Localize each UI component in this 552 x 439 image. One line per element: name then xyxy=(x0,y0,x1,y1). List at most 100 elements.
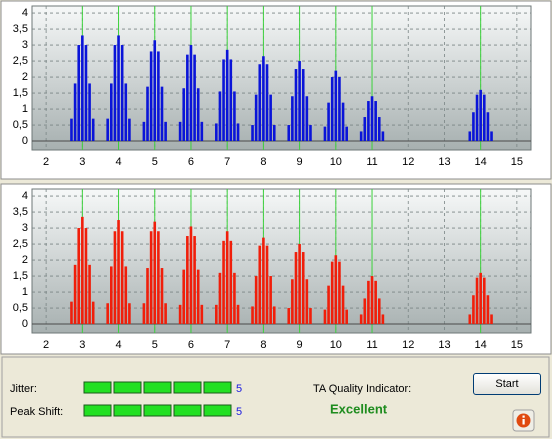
quality-value: Excellent xyxy=(330,401,388,416)
x-tick-label: 5 xyxy=(152,156,158,168)
bar xyxy=(482,94,486,142)
bar xyxy=(254,276,258,325)
start-button[interactable]: Start xyxy=(473,373,541,395)
bar xyxy=(475,94,479,142)
bar xyxy=(200,304,204,325)
bar xyxy=(117,220,120,325)
y-tick-label: 4 xyxy=(22,190,28,202)
bar xyxy=(468,131,472,142)
x-tick-label: 2 xyxy=(43,156,49,168)
bar xyxy=(338,261,341,325)
bar xyxy=(367,101,370,142)
meter-segment xyxy=(113,404,142,417)
bar xyxy=(106,303,109,325)
bar xyxy=(345,126,348,142)
bar xyxy=(189,226,193,325)
bar xyxy=(377,298,381,325)
bar xyxy=(323,126,327,142)
bar xyxy=(229,240,233,325)
bar xyxy=(77,228,81,325)
y-tick-label: 2 xyxy=(22,71,28,83)
bar xyxy=(298,244,301,325)
bar xyxy=(233,91,236,142)
bar xyxy=(182,88,186,142)
bar xyxy=(254,94,258,142)
bar xyxy=(272,306,276,325)
bar xyxy=(330,261,334,325)
x-tick-label: 15 xyxy=(511,339,523,351)
bar xyxy=(215,304,218,325)
x-tick-label: 9 xyxy=(297,339,303,351)
bar xyxy=(370,96,374,142)
bar xyxy=(490,131,493,142)
y-tick-label: 1,5 xyxy=(13,87,28,99)
meter-segment xyxy=(203,404,232,417)
bar xyxy=(472,112,475,142)
bar xyxy=(301,69,305,142)
bar xyxy=(479,89,482,142)
bar xyxy=(110,266,113,325)
x-tick-label: 2 xyxy=(43,339,49,351)
bar xyxy=(120,231,124,325)
bar xyxy=(305,96,309,142)
x-tick-label: 9 xyxy=(297,156,303,168)
meter-segment xyxy=(143,404,172,417)
bar xyxy=(142,121,146,142)
bar xyxy=(186,54,189,142)
quality-label: TA Quality Indicator: xyxy=(313,383,411,395)
bar xyxy=(327,102,330,142)
y-tick-label: 1,5 xyxy=(13,270,28,282)
bar xyxy=(229,59,233,142)
bar xyxy=(178,304,182,325)
bar xyxy=(81,35,84,142)
bar xyxy=(301,252,305,325)
bar xyxy=(193,54,196,142)
x-tick-label: 14 xyxy=(475,339,487,351)
bar xyxy=(84,228,88,325)
bar xyxy=(265,64,269,142)
bar xyxy=(77,45,81,142)
x-tick-label: 7 xyxy=(224,156,230,168)
bar xyxy=(215,123,218,142)
bar xyxy=(157,51,160,142)
meter-segment xyxy=(113,381,142,394)
bar xyxy=(113,45,117,142)
peak-shift-label: Peak Shift: xyxy=(10,406,63,418)
bar xyxy=(359,131,363,142)
y-tick-label: 2,5 xyxy=(13,55,28,67)
bar xyxy=(225,49,229,142)
bar xyxy=(294,69,298,142)
bar xyxy=(272,125,276,142)
info-icon[interactable] xyxy=(512,409,535,432)
meter-segment xyxy=(83,381,112,394)
bar xyxy=(265,245,269,325)
bar xyxy=(269,276,272,325)
bar xyxy=(468,314,472,325)
x-tick-label: 6 xyxy=(188,156,194,168)
y-tick-label: 2 xyxy=(22,254,28,266)
bar xyxy=(298,61,301,142)
x-tick-label: 10 xyxy=(330,156,342,168)
x-tick-label: 12 xyxy=(402,156,414,168)
bar xyxy=(291,96,294,142)
bar xyxy=(305,279,309,325)
jitter-label: Jitter: xyxy=(10,383,37,395)
bar xyxy=(189,45,193,142)
y-tick-label: 3 xyxy=(22,222,28,234)
bar xyxy=(381,131,385,142)
bar xyxy=(262,237,265,325)
bar xyxy=(81,216,84,325)
bar xyxy=(200,121,204,142)
bar xyxy=(262,56,265,142)
bar xyxy=(287,125,291,142)
bar xyxy=(334,70,338,142)
bar xyxy=(193,236,196,325)
x-tick-label: 5 xyxy=(152,339,158,351)
bar xyxy=(334,255,338,325)
bar xyxy=(309,125,312,142)
bar xyxy=(153,40,157,142)
bar xyxy=(294,252,298,325)
bar xyxy=(222,240,225,325)
x-tick-label: 13 xyxy=(438,156,450,168)
bar xyxy=(236,304,240,325)
